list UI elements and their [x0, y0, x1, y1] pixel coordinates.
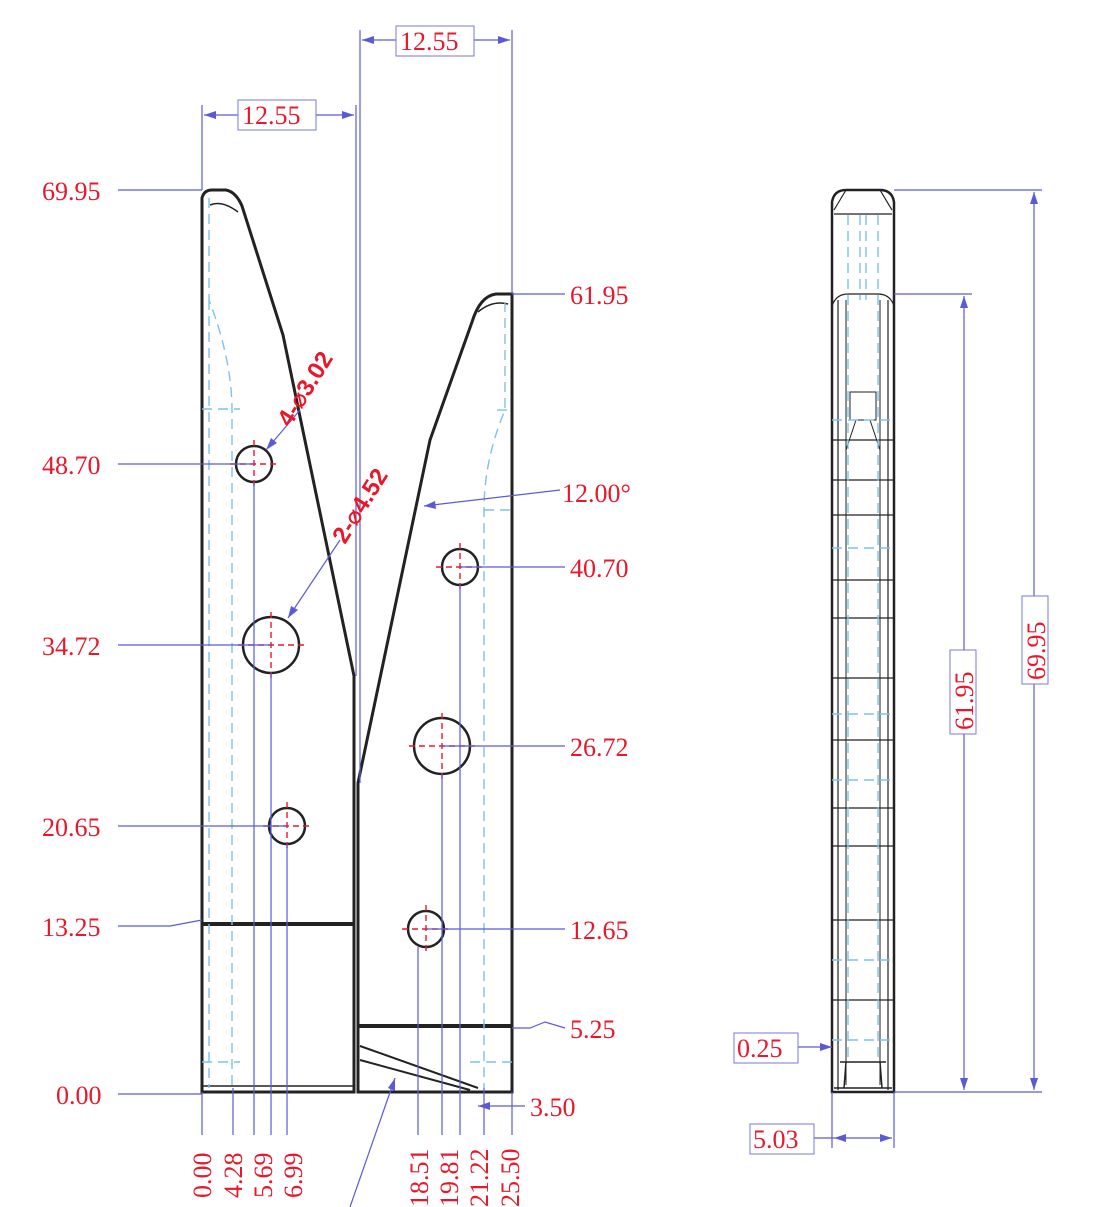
height-525-label: 5.25 [570, 1015, 616, 1044]
x-428-label: 4.28 [219, 1153, 248, 1199]
side-height-inner-label: 61.95 [950, 672, 979, 731]
x-569-label: 5.69 [249, 1153, 278, 1199]
left-jaw [200, 188, 356, 1094]
height-000-label: 0.00 [56, 1081, 102, 1110]
x-699-label: 6.99 [279, 1153, 308, 1199]
height-1325-label: 13.25 [42, 913, 101, 942]
side-dimension-lines [798, 189, 1042, 1148]
width-left-label: 12.55 [242, 101, 301, 130]
x-000-label: 0.00 [188, 1153, 217, 1199]
side-labels: 69.95 61.95 0.25 5.03 [733, 595, 1051, 1155]
height-3472-label: 34.72 [42, 632, 101, 661]
right-height-labels: 61.95 12.00° 40.70 26.72 12.65 5.25 3.50 [530, 281, 631, 1122]
side-thickness-label: 5.03 [753, 1125, 799, 1154]
height-2065-label: 20.65 [42, 813, 101, 842]
height-6195-label: 61.95 [570, 281, 629, 310]
right-jaw [356, 292, 514, 1094]
front-dimension-lines [118, 30, 566, 1207]
bottom-x-labels: 0.00 4.28 5.69 6.99 18.51 19.81 21.22 25… [188, 1149, 525, 1207]
left-height-labels: 69.95 48.70 34.72 20.65 13.25 0.00 [42, 177, 102, 1110]
side-height-outer-label: 69.95 [1022, 622, 1051, 681]
side-view [830, 188, 896, 1094]
hole-note-small: 4-⌀3.02 [272, 347, 339, 431]
x-2550-label: 25.50 [496, 1149, 525, 1207]
x-1981-label: 19.81 [435, 1149, 464, 1207]
x-1851-label: 18.51 [405, 1149, 434, 1207]
top-width-labels: 12.55 12.55 [237, 25, 475, 131]
height-4870-label: 48.70 [42, 451, 101, 480]
x-2122-label: 21.22 [465, 1149, 494, 1207]
height-1265-label: 12.65 [570, 916, 629, 945]
front-hidden-lines [202, 198, 512, 1088]
side-offset-label: 0.25 [737, 1034, 783, 1063]
height-350-label: 3.50 [530, 1093, 576, 1122]
height-4070-label: 40.70 [570, 554, 629, 583]
height-2672-label: 26.72 [570, 733, 629, 762]
height-6995-label: 69.95 [42, 177, 101, 206]
width-right-label: 12.55 [400, 27, 459, 56]
angle-label: 12.00° [562, 479, 631, 508]
